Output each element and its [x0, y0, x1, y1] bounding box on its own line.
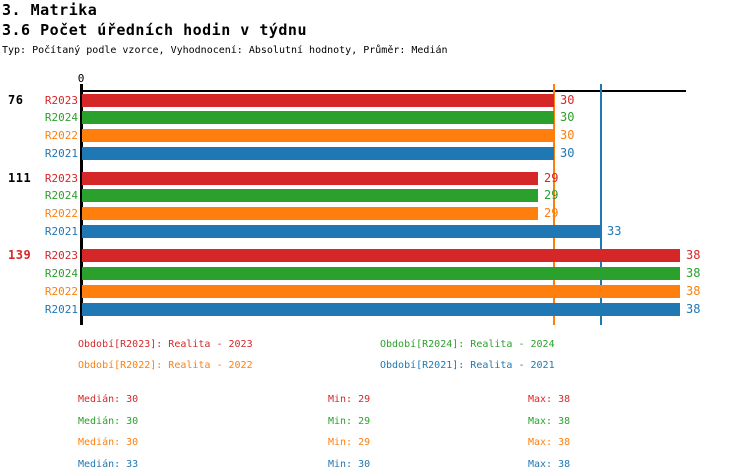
bar-r2021 — [82, 147, 554, 160]
group-label: 139 — [8, 248, 32, 262]
group-label: 76 — [8, 93, 24, 107]
bar-value-label: 33 — [607, 224, 622, 238]
y-axis-line — [80, 84, 83, 325]
bar-value-label: 30 — [560, 93, 575, 107]
bar-value-label: 29 — [544, 206, 559, 220]
chart-title: 3.6 Počet úředních hodin v týdnu — [2, 21, 307, 39]
stat-min-r2024: Min: 29 — [328, 416, 371, 427]
bar-series-label: R2022 — [44, 285, 78, 298]
bar-series-label: R2022 — [44, 129, 78, 142]
bar-series-label: R2023 — [44, 172, 78, 185]
bar-series-label: R2023 — [44, 94, 78, 107]
bar-value-label: 30 — [560, 128, 575, 142]
median-refline-r2022 — [553, 84, 555, 325]
legend-item-r2023: Období[R2023]: Realita - 2023 — [78, 339, 253, 350]
bar-r2024 — [82, 111, 554, 124]
group-label: 111 — [8, 171, 32, 185]
bar-r2021 — [82, 225, 601, 238]
bar-r2023 — [82, 249, 680, 262]
bar-r2022 — [82, 207, 538, 220]
chart-subtitle: Typ: Počítaný podle vzorce, Vyhodnocení:… — [2, 45, 448, 56]
bar-r2024 — [82, 267, 680, 280]
bar-r2021 — [82, 303, 680, 316]
axis-zero-tick-label: 0 — [77, 72, 85, 85]
legend-item-r2021: Období[R2021]: Realita - 2021 — [380, 360, 555, 371]
bar-value-label: 29 — [544, 171, 559, 185]
bar-series-label: R2024 — [44, 189, 78, 202]
bar-series-label: R2021 — [44, 225, 78, 238]
bar-r2022 — [82, 285, 680, 298]
stat-max-r2022: Max: 38 — [528, 437, 571, 448]
bar-series-label: R2022 — [44, 207, 78, 220]
stat-min-r2022: Min: 29 — [328, 437, 371, 448]
section-title: 3. Matrika — [2, 1, 98, 19]
legend-item-r2022: Období[R2022]: Realita - 2022 — [78, 360, 253, 371]
bar-series-label: R2021 — [44, 303, 78, 316]
stat-median-r2024: Medián: 30 — [78, 416, 139, 427]
stat-max-r2023: Max: 38 — [528, 394, 571, 405]
bar-value-label: 38 — [686, 266, 701, 280]
bar-series-label: R2021 — [44, 147, 78, 160]
bar-r2022 — [82, 129, 554, 142]
stat-max-r2024: Max: 38 — [528, 416, 571, 427]
bar-series-label: R2024 — [44, 111, 78, 124]
stat-max-r2021: Max: 38 — [528, 459, 571, 470]
bar-r2024 — [82, 189, 538, 202]
stat-median-r2021: Medián: 33 — [78, 459, 139, 470]
bar-value-label: 29 — [544, 188, 559, 202]
bar-value-label: 38 — [686, 284, 701, 298]
bar-value-label: 38 — [686, 302, 701, 316]
bar-series-label: R2023 — [44, 249, 78, 262]
stat-median-r2023: Medián: 30 — [78, 394, 139, 405]
bar-value-label: 30 — [560, 146, 575, 160]
legend-item-r2024: Období[R2024]: Realita - 2024 — [380, 339, 555, 350]
bar-value-label: 38 — [686, 248, 701, 262]
bar-value-label: 30 — [560, 110, 575, 124]
bar-r2023 — [82, 172, 538, 185]
stat-min-r2021: Min: 30 — [328, 459, 371, 470]
bar-r2023 — [82, 94, 554, 107]
stat-median-r2022: Medián: 30 — [78, 437, 139, 448]
x-axis-line — [80, 90, 686, 92]
bar-series-label: R2024 — [44, 267, 78, 280]
stat-min-r2023: Min: 29 — [328, 394, 371, 405]
median-refline-r2021 — [600, 84, 602, 325]
